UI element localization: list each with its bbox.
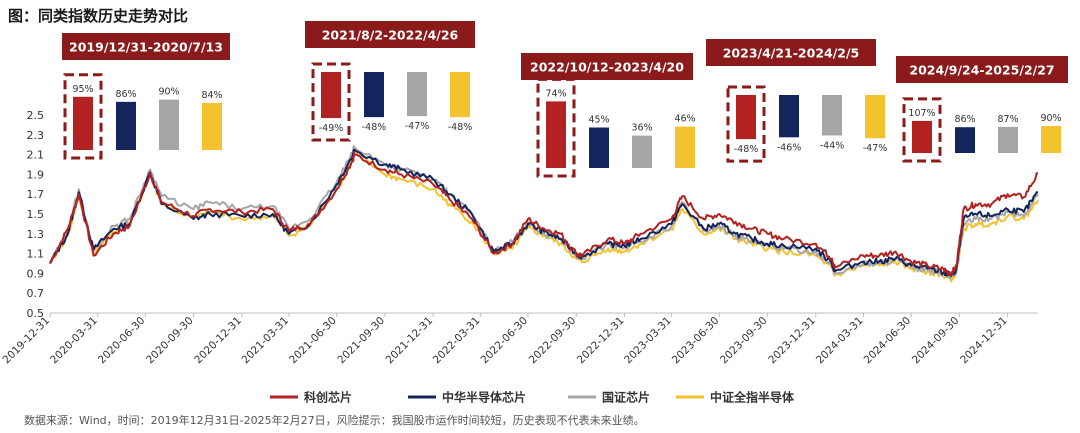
period-bar-kechuang: [73, 96, 93, 150]
y-tick-label: 2.1: [27, 149, 45, 162]
period-bar-value: 74%: [545, 88, 566, 99]
y-tick-label: 1.7: [27, 188, 45, 201]
period-bar-zhonghua: [589, 127, 609, 168]
x-tick-label: 2024-12-31: [958, 315, 1010, 367]
period-bar-zhongzheng: [865, 95, 885, 139]
period-bar-value: 87%: [997, 114, 1018, 125]
period-bar-value: -48%: [362, 122, 387, 133]
period-bar-guozheng: [822, 95, 842, 136]
page-title: 图：同类指数历史走势对比: [8, 7, 189, 25]
source-note: 数据来源：Wind，时间：2019年12月31日-2025年2月27日，风险提示…: [24, 414, 645, 427]
period-bar-value: -47%: [863, 143, 888, 154]
x-tick-label: 2020-09-30: [144, 315, 196, 367]
y-tick-label: 0.7: [27, 287, 45, 300]
period-bar-value: 45%: [588, 115, 609, 126]
period-bar-value: -48%: [448, 122, 473, 133]
y-tick-label: 2.5: [27, 109, 45, 122]
legend-guozheng-label: 国证芯片: [602, 390, 650, 405]
period-bar-guozheng: [632, 135, 652, 168]
y-tick-label: 2.3: [27, 129, 45, 142]
highlight-dashed-box: [902, 97, 942, 163]
period-bar-zhongzheng: [675, 126, 695, 168]
period-bar-guozheng: [998, 126, 1018, 153]
legend-zhongzheng-label: 中证全指半导体: [710, 390, 795, 405]
period-banner: [305, 21, 475, 48]
x-tick-label: 2021-12-31: [384, 315, 436, 367]
period-bar-value: 90%: [1040, 113, 1061, 124]
period-bar-value: 86%: [954, 114, 975, 125]
x-tick-label: 2024-06-30: [862, 315, 914, 367]
period-bar-guozheng: [159, 99, 179, 150]
x-tick-label: 2021-09-30: [335, 315, 387, 367]
x-tick-label: 2020-12-31: [192, 315, 244, 367]
period-bar-value: 95%: [72, 84, 93, 95]
x-tick-label: 2024-09-30: [910, 315, 962, 367]
series-kechuang-line: [49, 151, 1039, 277]
x-tick-label: 2024-03-31: [814, 315, 866, 367]
y-tick-label: 0.5: [27, 307, 45, 320]
y-tick-label: 1.9: [27, 168, 45, 181]
x-tick-label: 2022-06-30: [478, 315, 530, 367]
period-bar-zhongzheng: [202, 102, 222, 150]
y-tick-label: 1.5: [27, 208, 45, 221]
period-banner-label: 2024/9/24-2025/2/27: [909, 63, 1054, 78]
period-bar-zhonghua: [364, 72, 384, 118]
period-banner-label: 2019/12/31-2020/7/13: [69, 40, 223, 55]
x-tick-label: 2023-06-30: [670, 315, 722, 367]
period-banner-label: 2023/4/21-2024/2/5: [723, 46, 860, 61]
period-bar-zhonghua: [116, 101, 136, 150]
period-bar-kechuang: [321, 72, 341, 119]
period-bar-value: 107%: [908, 108, 935, 119]
period-bar-value: 90%: [158, 87, 179, 98]
period-bar-value: -44%: [820, 140, 845, 151]
x-tick-label: 2022-12-31: [575, 315, 627, 367]
period-banner: [706, 39, 876, 66]
x-tick-label: 2020-06-30: [96, 315, 148, 367]
period-banner-label: 2022/10/12-2023/4/20: [530, 60, 684, 75]
highlight-dashed-box: [311, 62, 351, 142]
period-bar-guozheng: [407, 72, 427, 117]
period-bar-value: -49%: [319, 123, 344, 134]
period-bar-value: -46%: [777, 142, 802, 153]
period-bar-zhonghua: [955, 127, 975, 153]
series-zhongzheng-line: [49, 150, 1039, 283]
period-bar-zhonghua: [779, 95, 799, 138]
x-tick-label: 2022-03-31: [431, 315, 483, 367]
series-guozheng-line: [49, 145, 1039, 280]
period-bar-kechuang: [546, 101, 566, 168]
period-bar-value: 36%: [631, 123, 652, 134]
period-bar-kechuang: [736, 95, 756, 140]
period-banner-label: 2021/8/2-2022/4/26: [322, 28, 459, 43]
period-banner: [896, 56, 1068, 83]
period-bar-kechuang: [912, 120, 932, 153]
period-bar-value: 84%: [201, 90, 222, 101]
x-tick-label: 2023-12-31: [766, 315, 818, 367]
period-bar-value: 46%: [674, 114, 695, 125]
period-banner: [521, 53, 693, 80]
period-bar-value: -48%: [734, 144, 759, 155]
period-bar-value: -47%: [405, 121, 430, 132]
highlight-dashed-box: [536, 77, 576, 178]
x-tick-label: 2022-09-30: [527, 315, 579, 367]
period-bar-value: 86%: [115, 89, 136, 100]
x-tick-label: 2021-03-31: [239, 315, 291, 367]
y-tick-label: 1.1: [27, 248, 45, 261]
legend-kechuang-label: 科创芯片: [304, 390, 352, 405]
x-tick-label: 2023-03-31: [622, 315, 674, 367]
period-banner: [62, 33, 230, 60]
period-bar-zhongzheng: [1041, 126, 1061, 153]
x-tick-label: 2023-09-30: [718, 315, 770, 367]
highlight-dashed-box: [63, 73, 103, 160]
period-bar-zhongzheng: [450, 72, 470, 118]
legend-zhonghua-label: 中华半导体芯片: [442, 390, 526, 405]
x-tick-label: 2020-03-31: [48, 315, 100, 367]
highlight-dashed-box: [726, 85, 766, 163]
y-tick-label: 0.9: [27, 267, 45, 280]
x-tick-label: 2019-12-31: [0, 315, 52, 367]
y-tick-label: 1.3: [27, 228, 45, 241]
x-tick-label: 2021-06-30: [287, 315, 339, 367]
